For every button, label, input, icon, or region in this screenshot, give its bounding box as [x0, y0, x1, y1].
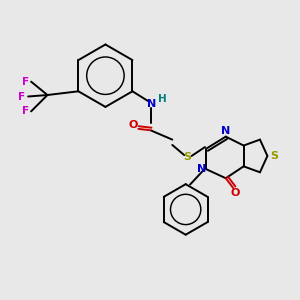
Text: H: H: [158, 94, 167, 103]
Text: N: N: [197, 164, 207, 174]
Text: O: O: [128, 120, 137, 130]
Text: S: S: [270, 151, 278, 161]
Text: F: F: [22, 76, 29, 87]
Text: O: O: [230, 188, 239, 198]
Text: N: N: [221, 126, 230, 136]
Text: F: F: [18, 92, 25, 101]
Text: F: F: [22, 106, 29, 116]
Text: N: N: [147, 99, 156, 109]
Text: S: S: [183, 152, 191, 162]
